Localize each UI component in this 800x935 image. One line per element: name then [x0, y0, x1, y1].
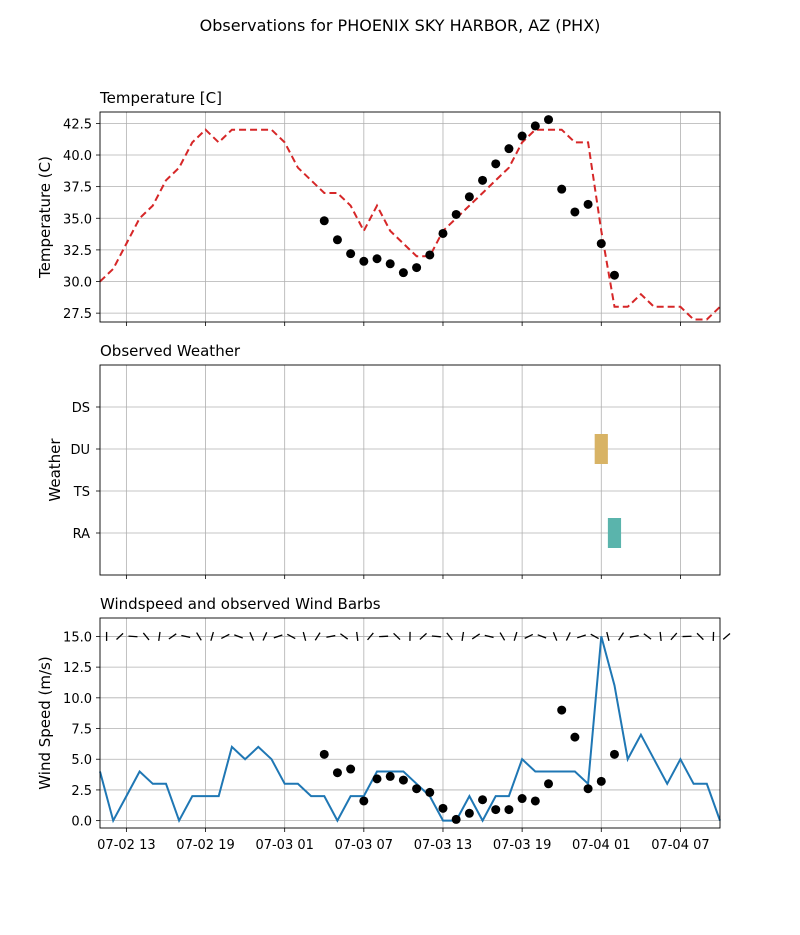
y-tick-label: 27.5 [63, 307, 92, 322]
observed-windspeed-point [452, 815, 461, 824]
observed-temperature-point [504, 144, 513, 153]
observed-windspeed-point [438, 804, 447, 813]
y-tick-label: 2.5 [71, 784, 92, 799]
x-tick-label: 07-04 07 [651, 838, 709, 853]
wind-barb [159, 632, 160, 641]
x-tick-label: 07-03 07 [335, 838, 393, 853]
observed-temperature-point [373, 254, 382, 263]
wind-barb [181, 635, 190, 637]
axes-frame [100, 365, 720, 575]
y-tick-label: 5.0 [71, 753, 92, 768]
figure-title: Observations for PHOENIX SKY HARBOR, AZ … [200, 16, 601, 35]
observed-windspeed-point [544, 779, 553, 788]
y-tick-label: 12.5 [63, 661, 92, 676]
observed-windspeed-point [597, 777, 606, 786]
observed-temperature-point [346, 249, 355, 258]
observed-windspeed-point [518, 794, 527, 803]
observed-temperature-point [412, 263, 421, 272]
observed-temperature-point [438, 229, 447, 238]
wind-barb [128, 636, 137, 637]
observed-windspeed-point [359, 796, 368, 805]
observed-windspeed-point [425, 788, 434, 797]
observed-temperature-point [544, 115, 553, 124]
observed-windspeed-point [570, 733, 579, 742]
x-tick-label: 07-04 01 [572, 838, 630, 853]
axes-frame [100, 112, 720, 322]
observed-windspeed-point [610, 750, 619, 759]
observed-temperature-point [610, 271, 619, 280]
y-tick-label: 35.0 [63, 212, 92, 227]
x-tick-label: 07-03 01 [255, 838, 313, 853]
observed-temperature-point [333, 235, 342, 244]
wind-panel: Windspeed and observed Wind Barbs 07-02 1… [36, 595, 730, 853]
y-tick-label: DS [72, 401, 90, 416]
y-tick-label: 40.0 [63, 149, 92, 164]
y-tick-label: 10.0 [63, 692, 92, 707]
observed-temperature-point [570, 207, 579, 216]
weather-panel: Observed Weather RA TS DU DS Weather [46, 342, 720, 579]
observed-temperature-point [465, 192, 474, 201]
y-tick-label: RA [73, 527, 91, 542]
observed-temperature-point [597, 239, 606, 248]
observed-windspeed-point [531, 796, 540, 805]
y-tick-label: TS [73, 485, 90, 500]
observed-temperature-point [491, 159, 500, 168]
observed-temperature-point [584, 200, 593, 209]
y-axis-label: Temperature (C) [36, 156, 54, 279]
y-axis-label: Wind Speed (m/s) [36, 656, 54, 789]
observed-windspeed-point [491, 805, 500, 814]
observed-windspeed-point [465, 809, 474, 818]
forecast-temperature-line [100, 130, 720, 320]
y-tick-label: 7.5 [71, 723, 92, 738]
observed-windspeed-point [399, 776, 408, 785]
observed-temperature-point [452, 210, 461, 219]
observed-windspeed-point [373, 774, 382, 783]
observed-temperature-point [399, 268, 408, 277]
observed-temperature-point [557, 185, 566, 194]
panel-title: Windspeed and observed Wind Barbs [100, 595, 381, 613]
observed-windspeed-point [557, 706, 566, 715]
weather-block-du [595, 434, 608, 464]
weather-block-ra [608, 518, 621, 548]
observed-temperature-point [518, 132, 527, 141]
observed-windspeed-point [478, 795, 487, 804]
observed-temperature-point [531, 121, 540, 130]
observed-windspeed-point [333, 768, 342, 777]
y-tick-label: 42.5 [63, 117, 92, 132]
observed-temperature-point [478, 176, 487, 185]
observed-temperature-point [359, 257, 368, 266]
y-tick-label: 37.5 [63, 181, 92, 196]
observed-temperature-point [386, 259, 395, 268]
observed-temperature-point [425, 250, 434, 259]
x-tick-label: 07-03 19 [493, 838, 551, 853]
wind-barb [326, 636, 335, 638]
wind-barb [723, 633, 730, 639]
x-tick-label: 07-02 19 [176, 838, 234, 853]
x-tick-label: 07-02 13 [97, 838, 155, 853]
y-axis-label: Weather [46, 438, 64, 502]
y-tick-label: 30.0 [63, 276, 92, 291]
panel-title: Observed Weather [100, 342, 241, 360]
y-tick-label: 15.0 [63, 630, 92, 645]
observed-windspeed-point [346, 765, 355, 774]
wind-barb [630, 636, 639, 638]
wind-barb [462, 632, 463, 641]
y-tick-label: 32.5 [63, 244, 92, 259]
observed-windspeed-point [504, 805, 513, 814]
y-tick-label: 0.0 [71, 815, 92, 830]
panel-title: Temperature [C] [99, 89, 222, 107]
observed-windspeed-point [412, 784, 421, 793]
observed-windspeed-point [320, 750, 329, 759]
observed-windspeed-point [584, 784, 593, 793]
x-tick-label: 07-03 13 [414, 838, 472, 853]
wind-barb [432, 636, 441, 637]
y-tick-label: DU [70, 443, 90, 458]
observed-temperature-point [320, 216, 329, 225]
observed-windspeed-point [386, 772, 395, 781]
wind-barb [660, 632, 661, 641]
temperature-panel: Temperature [C] 27.5 30.0 32.5 35.0 37.5 40.0 4… [36, 89, 720, 326]
wind-barb [357, 632, 358, 641]
